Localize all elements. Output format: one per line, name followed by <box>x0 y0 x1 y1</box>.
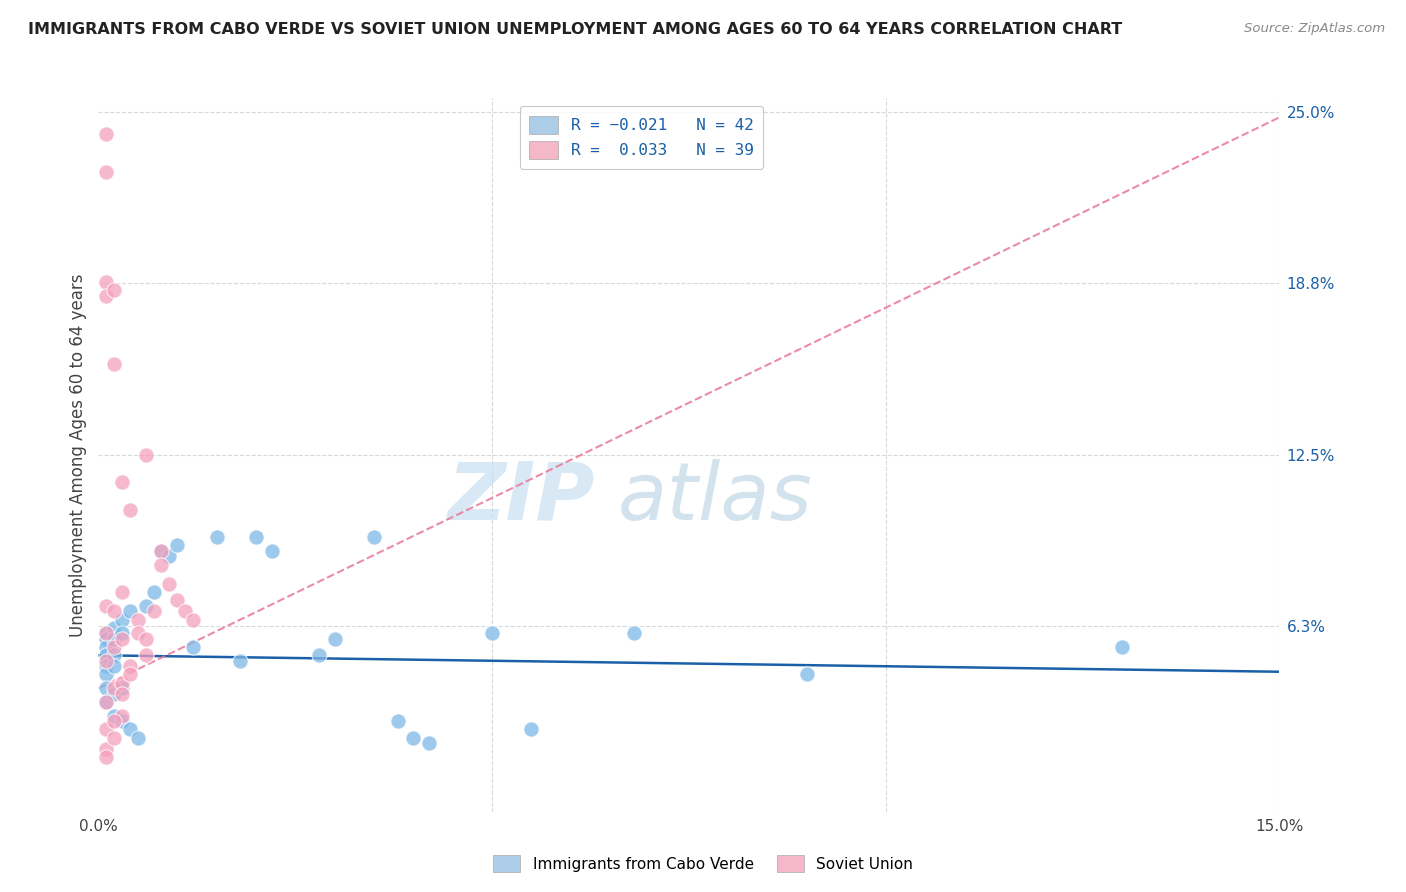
Point <box>166 539 188 553</box>
Point <box>103 640 125 654</box>
Point <box>157 577 180 591</box>
Point <box>103 681 125 696</box>
Point <box>96 681 118 696</box>
Point <box>96 275 118 289</box>
Point <box>103 604 125 618</box>
Point <box>135 648 157 663</box>
Point <box>1111 640 1133 654</box>
Point <box>111 585 134 599</box>
Text: Source: ZipAtlas.com: Source: ZipAtlas.com <box>1244 22 1385 36</box>
Point <box>229 654 252 668</box>
Point <box>387 714 409 728</box>
Point <box>166 593 188 607</box>
Point <box>118 659 141 673</box>
Point <box>96 741 118 756</box>
Point <box>103 714 125 728</box>
Point <box>96 626 118 640</box>
Point <box>111 687 134 701</box>
Point <box>142 604 165 618</box>
Point <box>103 708 125 723</box>
Point <box>96 127 118 141</box>
Point <box>96 749 118 764</box>
Point <box>96 654 118 668</box>
Point <box>96 626 118 640</box>
Legend: R = −0.021   N = 42, R =  0.033   N = 39: R = −0.021 N = 42, R = 0.033 N = 39 <box>520 106 763 169</box>
Point <box>181 613 204 627</box>
Point <box>150 544 173 558</box>
Point <box>150 558 173 572</box>
Point <box>96 667 118 681</box>
Point <box>96 165 118 179</box>
Point <box>118 667 141 681</box>
Point <box>623 626 645 640</box>
Point <box>96 599 118 613</box>
Point <box>157 549 180 564</box>
Point <box>363 530 385 544</box>
Point <box>127 613 149 627</box>
Point <box>103 648 125 663</box>
Point <box>205 530 228 544</box>
Point <box>103 731 125 745</box>
Point <box>96 289 118 303</box>
Point <box>111 708 134 723</box>
Point <box>103 659 125 673</box>
Legend: Immigrants from Cabo Verde, Soviet Union: Immigrants from Cabo Verde, Soviet Union <box>485 847 921 880</box>
Point <box>127 626 149 640</box>
Point <box>135 599 157 613</box>
Point <box>96 648 118 663</box>
Point <box>174 604 197 618</box>
Point <box>96 723 118 737</box>
Point <box>245 530 267 544</box>
Point <box>181 640 204 654</box>
Point <box>481 626 503 640</box>
Point <box>103 621 125 635</box>
Point <box>796 667 818 681</box>
Point <box>96 659 118 673</box>
Point <box>111 475 134 490</box>
Point <box>111 626 134 640</box>
Point <box>118 604 141 618</box>
Point <box>260 544 283 558</box>
Point <box>111 681 134 696</box>
Point <box>135 632 157 646</box>
Point <box>103 283 125 297</box>
Point <box>142 585 165 599</box>
Point <box>111 632 134 646</box>
Point <box>103 357 125 371</box>
Y-axis label: Unemployment Among Ages 60 to 64 years: Unemployment Among Ages 60 to 64 years <box>69 273 87 637</box>
Point <box>96 695 118 709</box>
Point <box>402 731 425 745</box>
Text: ZIP: ZIP <box>447 458 595 537</box>
Point <box>323 632 346 646</box>
Point <box>103 687 125 701</box>
Point <box>111 613 134 627</box>
Text: IMMIGRANTS FROM CABO VERDE VS SOVIET UNION UNEMPLOYMENT AMONG AGES 60 TO 64 YEAR: IMMIGRANTS FROM CABO VERDE VS SOVIET UNI… <box>28 22 1122 37</box>
Point <box>111 714 134 728</box>
Point <box>96 640 118 654</box>
Point <box>135 448 157 462</box>
Point <box>418 736 440 750</box>
Point <box>96 695 118 709</box>
Point <box>118 503 141 517</box>
Point <box>520 723 543 737</box>
Point <box>308 648 330 663</box>
Point <box>111 675 134 690</box>
Point <box>96 632 118 646</box>
Point <box>118 723 141 737</box>
Point <box>103 632 125 646</box>
Text: atlas: atlas <box>619 458 813 537</box>
Point <box>150 544 173 558</box>
Point <box>127 731 149 745</box>
